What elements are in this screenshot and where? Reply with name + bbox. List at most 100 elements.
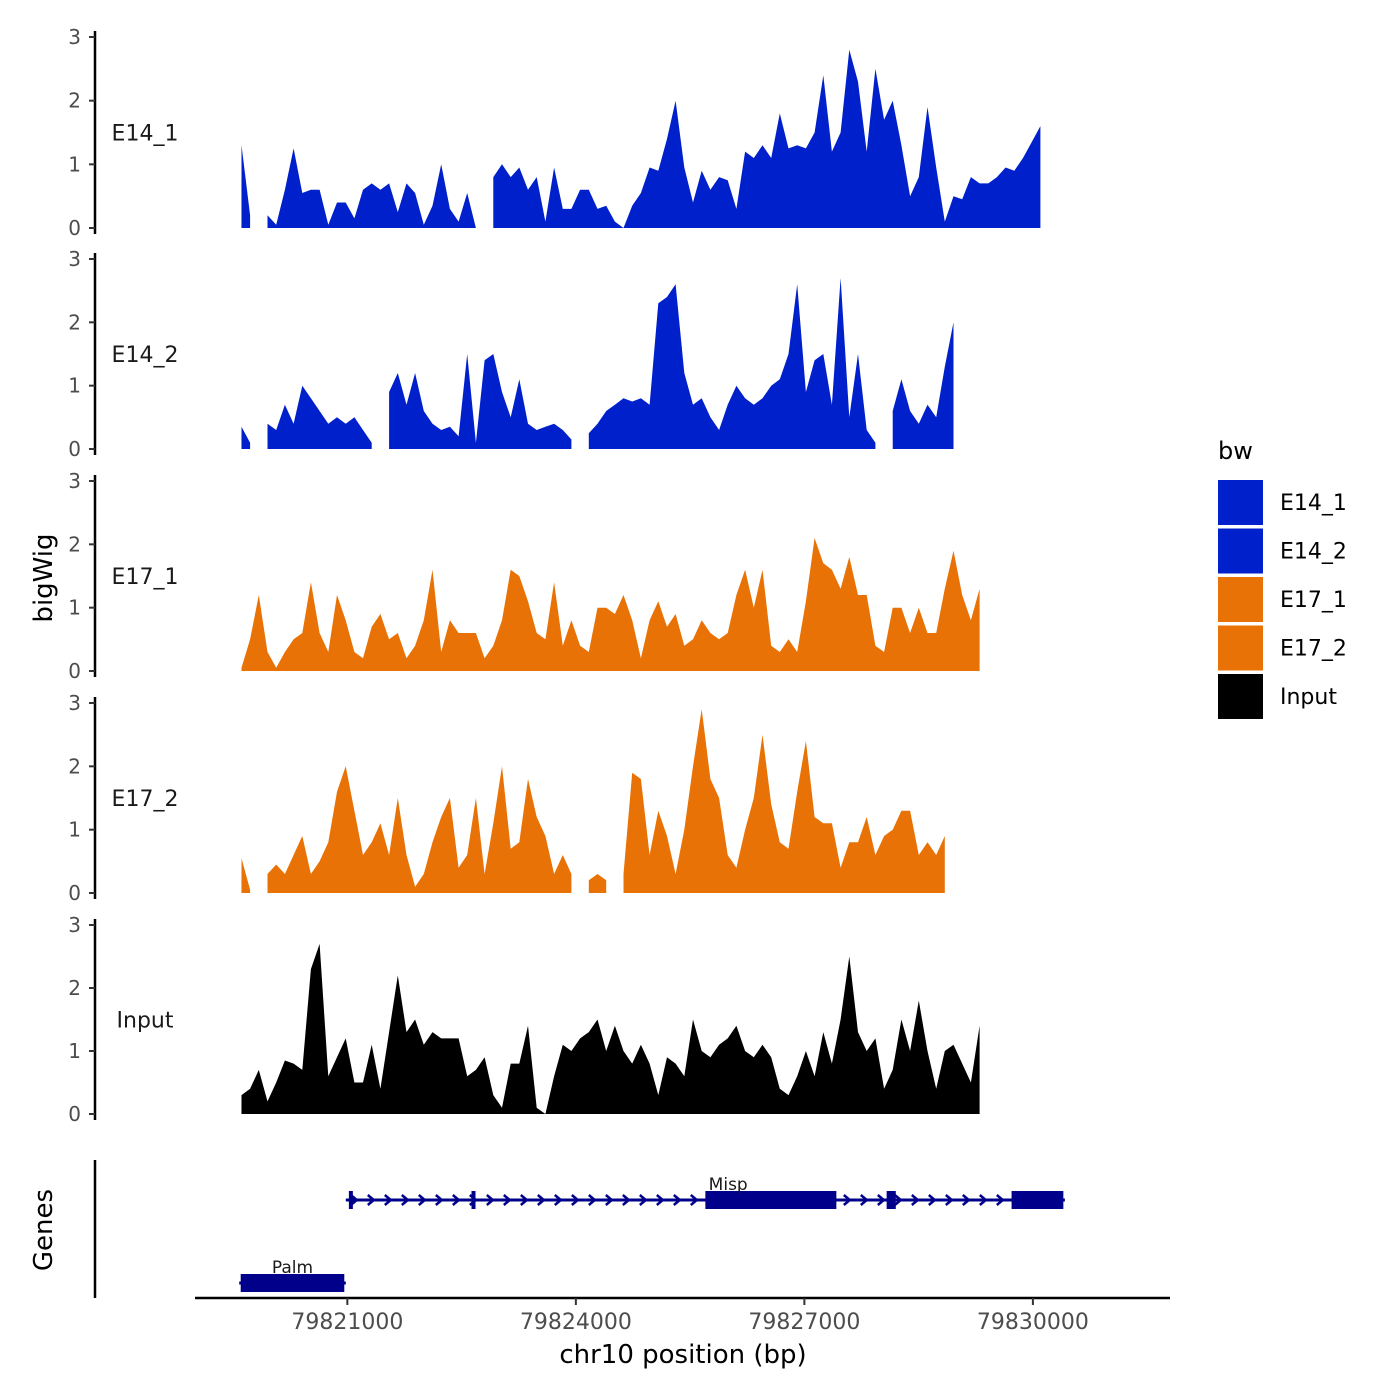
legend-item-E14_1: E14_1 bbox=[1218, 480, 1347, 525]
strand-arrow bbox=[673, 1194, 682, 1206]
strand-arrow bbox=[843, 1194, 852, 1206]
x-tick-label: 79827000 bbox=[748, 1310, 860, 1335]
area-segment bbox=[241, 858, 251, 893]
strand-arrow bbox=[384, 1194, 393, 1206]
gene-Palm: Palm bbox=[239, 1258, 346, 1292]
legend-label: E17_2 bbox=[1280, 637, 1347, 662]
area-segment bbox=[267, 385, 372, 449]
legend-swatch bbox=[1218, 674, 1263, 719]
legend-swatch bbox=[1218, 480, 1263, 525]
strand-arrow bbox=[945, 1194, 954, 1206]
legend-swatch bbox=[1218, 528, 1263, 574]
strand-arrow bbox=[928, 1194, 937, 1206]
strand-arrow bbox=[605, 1194, 614, 1206]
y-tick-label: 3 bbox=[68, 691, 81, 715]
track-label: Input bbox=[117, 1009, 174, 1034]
strand-arrow bbox=[452, 1194, 461, 1206]
exon bbox=[1011, 1191, 1064, 1209]
legend-swatch bbox=[1218, 577, 1263, 622]
area-segment bbox=[267, 766, 572, 893]
area-segment bbox=[241, 943, 980, 1114]
legend-item-E14_2: E14_2 bbox=[1218, 528, 1347, 574]
strand-arrow bbox=[401, 1194, 410, 1206]
strand-arrow bbox=[894, 1194, 903, 1206]
area-segment bbox=[588, 874, 607, 893]
strand-arrow bbox=[622, 1194, 631, 1206]
area-segment bbox=[389, 354, 572, 449]
strand-arrow bbox=[911, 1194, 920, 1206]
x-axis: 79821000 79824000 79827000 79830000 bbox=[195, 1296, 1170, 1335]
exon bbox=[240, 1274, 345, 1292]
legend-label: Input bbox=[1280, 685, 1337, 710]
y-tick-label: 3 bbox=[68, 469, 81, 493]
y-tick-label: 0 bbox=[68, 216, 81, 240]
y-tick-label: 2 bbox=[68, 976, 81, 1000]
y-axis-title: bigWig bbox=[29, 533, 59, 622]
x-tick-label: 79830000 bbox=[977, 1310, 1089, 1335]
strand-arrow bbox=[418, 1194, 427, 1206]
gene-Misp: Misp bbox=[345, 1175, 1065, 1209]
exon bbox=[886, 1191, 896, 1209]
strand-arrow bbox=[537, 1194, 546, 1206]
y-tick-label: 0 bbox=[68, 437, 81, 461]
area-segment bbox=[267, 148, 476, 228]
area-segment bbox=[241, 538, 980, 671]
strand-arrow bbox=[435, 1194, 444, 1206]
y-tick-label: 3 bbox=[68, 247, 81, 271]
area-segment bbox=[588, 278, 876, 449]
y-tick-label: 1 bbox=[68, 152, 81, 176]
y-tick-label: 1 bbox=[68, 818, 81, 842]
strand-arrow bbox=[860, 1194, 869, 1206]
y-tick-label: 2 bbox=[68, 89, 81, 113]
exon bbox=[705, 1191, 837, 1209]
area-segment bbox=[892, 322, 954, 449]
exon bbox=[471, 1191, 476, 1209]
track-E17_1: 0 1 2 3 E17_1 bbox=[68, 469, 980, 683]
strand-arrow bbox=[486, 1194, 495, 1206]
strand-arrow bbox=[962, 1194, 971, 1206]
x-axis-title: chr10 position (bp) bbox=[559, 1340, 806, 1370]
track-E17_2: 0 1 2 3 E17_2 bbox=[68, 691, 945, 905]
strand-arrow bbox=[367, 1194, 376, 1206]
track-E14_2: 0 1 2 3 E14_2 bbox=[68, 247, 954, 461]
y-tick-label: 3 bbox=[68, 25, 81, 49]
y-tick-label: 2 bbox=[68, 310, 81, 334]
strand-arrow bbox=[656, 1194, 665, 1206]
legend-label: E17_1 bbox=[1280, 588, 1347, 613]
legend-item-Input: Input bbox=[1218, 674, 1337, 719]
strand-arrow bbox=[979, 1194, 988, 1206]
area-segment bbox=[241, 145, 251, 228]
y-tick-label: 1 bbox=[68, 596, 81, 620]
y-tick-label: 0 bbox=[68, 881, 81, 905]
y-tick-label: 3 bbox=[68, 913, 81, 937]
x-tick-label: 79821000 bbox=[291, 1310, 403, 1335]
strand-arrow bbox=[877, 1194, 886, 1206]
track-label: E14_1 bbox=[112, 122, 179, 147]
legend-swatch bbox=[1218, 625, 1263, 671]
strand-arrow bbox=[996, 1194, 1005, 1206]
y-tick-label: 2 bbox=[68, 532, 81, 556]
track-label: E17_1 bbox=[112, 565, 179, 590]
legend-title: bw bbox=[1218, 437, 1253, 465]
bigwig-tracks: 0 1 2 3 E14_1 0 1 2 3 E14_2 0 1 2 3 E17_1 0 1 2 3 E17_2 0 1 2 3… bbox=[68, 25, 1041, 1126]
legend: bw E14_1 E14_2 E17_1 E17_2 Input bbox=[1218, 437, 1347, 719]
strand-arrow bbox=[690, 1194, 699, 1206]
track-label: E17_2 bbox=[112, 787, 179, 812]
strand-arrow bbox=[554, 1194, 563, 1206]
strand-arrow bbox=[503, 1194, 512, 1206]
track-Input: 0 1 2 3 Input bbox=[68, 913, 980, 1126]
legend-label: E14_1 bbox=[1280, 491, 1347, 516]
gene-name-label: Misp bbox=[709, 1175, 748, 1195]
x-tick-label: 79824000 bbox=[520, 1310, 632, 1335]
y-tick-label: 0 bbox=[68, 1102, 81, 1126]
legend-item-E17_1: E17_1 bbox=[1218, 577, 1347, 622]
track-E14_1: 0 1 2 3 E14_1 bbox=[68, 25, 1041, 240]
exon bbox=[348, 1191, 353, 1209]
track-label: E14_2 bbox=[112, 343, 179, 368]
y-tick-label: 2 bbox=[68, 754, 81, 778]
strand-arrow bbox=[639, 1194, 648, 1206]
legend-item-E17_2: E17_2 bbox=[1218, 625, 1347, 671]
y-tick-label: 0 bbox=[68, 659, 81, 683]
area-segment bbox=[241, 426, 251, 449]
